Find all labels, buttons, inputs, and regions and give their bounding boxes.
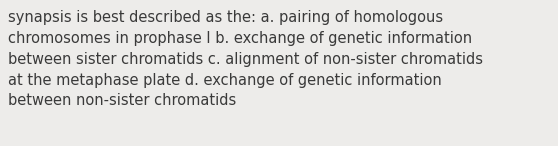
Text: synapsis is best described as the: a. pairing of homologous
chromosomes in proph: synapsis is best described as the: a. pa… [8,10,483,108]
